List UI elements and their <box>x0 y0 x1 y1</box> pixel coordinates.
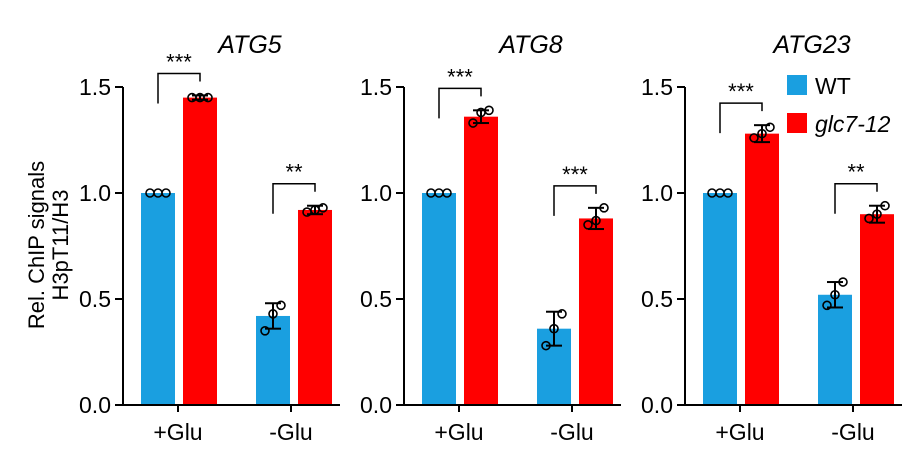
y-tick-label: 0.0 <box>360 392 392 418</box>
panel-title: ATG5 <box>216 31 282 59</box>
significance-label: *** <box>447 64 473 89</box>
data-point <box>161 188 171 198</box>
x-tick-label: +Glu <box>715 419 764 445</box>
bar-glc7-12-+Glu <box>183 97 217 405</box>
y-tick-label: 1.0 <box>360 180 392 206</box>
bar-WT-+Glu <box>141 193 175 405</box>
significance-label: *** <box>166 49 192 74</box>
data-point <box>276 300 286 311</box>
y-axis-label-line-1: Rel. ChIP signals <box>24 161 49 329</box>
x-tick-label: -Glu <box>550 419 593 445</box>
panel-title: ATG23 <box>771 31 850 59</box>
significance-label: ** <box>847 160 865 185</box>
data-point <box>583 220 593 230</box>
x-tick-label: +Glu <box>434 419 483 445</box>
x-tick-label: +Glu <box>153 419 202 445</box>
bar-glc7-12--Glu <box>579 218 613 405</box>
y-tick-label: 1.0 <box>641 180 673 206</box>
chart-panel-ATG8: ATG8 0.0 0.5 1.0 1.5 +Glu -Glu *** *** <box>360 31 621 445</box>
data-point <box>765 122 775 133</box>
data-point <box>591 215 601 226</box>
data-point <box>864 213 874 224</box>
y-tick-label: 1.0 <box>79 180 111 206</box>
data-point <box>541 340 551 351</box>
data-point <box>203 92 213 103</box>
data-point <box>442 188 452 198</box>
data-point <box>549 323 559 334</box>
data-point <box>880 200 890 211</box>
y-tick-label: 0.5 <box>360 286 392 312</box>
legend-label-WT: WT <box>815 73 851 99</box>
data-point <box>260 325 270 336</box>
significance-label: *** <box>728 79 754 104</box>
data-point <box>557 309 567 319</box>
significance-bracket <box>834 182 878 214</box>
legend: WT glc7-12 <box>787 73 891 137</box>
significance-bracket <box>438 87 482 119</box>
significance-bracket <box>157 72 201 104</box>
y-axis-label: Rel. ChIP signals H3pT11/H3 <box>24 161 73 329</box>
bar-glc7-12-+Glu <box>464 116 498 406</box>
data-point <box>468 118 478 128</box>
bar-WT-+Glu <box>703 193 737 405</box>
x-tick-label: -Glu <box>269 419 312 445</box>
y-tick-label: 1.5 <box>360 74 392 100</box>
legend-label-glc7-12: glc7-12 <box>815 111 891 137</box>
y-tick-label: 1.5 <box>641 74 673 100</box>
bar-glc7-12--Glu <box>860 214 894 405</box>
significance-bracket <box>272 182 316 214</box>
x-tick-label: -Glu <box>831 419 874 445</box>
y-tick-label: 0.0 <box>641 392 673 418</box>
data-point <box>599 203 609 213</box>
legend-swatch-glc7-12 <box>787 113 807 133</box>
data-point <box>822 300 832 311</box>
data-point <box>749 133 759 143</box>
data-point <box>757 128 767 139</box>
data-point <box>268 309 278 319</box>
y-tick-label: 1.5 <box>79 74 111 100</box>
significance-bracket <box>719 102 763 134</box>
panel-title: ATG8 <box>497 31 563 59</box>
y-tick-label: 0.5 <box>79 286 111 312</box>
data-point <box>318 203 328 213</box>
y-axis-label-line-2: H3pT11/H3 <box>48 190 73 301</box>
bar-glc7-12-+Glu <box>745 133 779 405</box>
bar-WT-+Glu <box>422 193 456 405</box>
data-point <box>872 209 882 219</box>
y-tick-label: 0.0 <box>79 392 111 418</box>
data-point <box>484 105 494 116</box>
data-point <box>830 289 840 300</box>
significance-label: *** <box>562 162 588 187</box>
data-point <box>723 188 733 198</box>
significance-bracket <box>553 185 597 216</box>
legend-swatch-WT <box>787 75 807 95</box>
y-tick-label: 0.5 <box>641 286 673 312</box>
bar-WT--Glu <box>818 294 852 405</box>
significance-label: ** <box>285 160 303 185</box>
data-point <box>838 277 848 287</box>
bar-glc7-12--Glu <box>298 209 332 405</box>
